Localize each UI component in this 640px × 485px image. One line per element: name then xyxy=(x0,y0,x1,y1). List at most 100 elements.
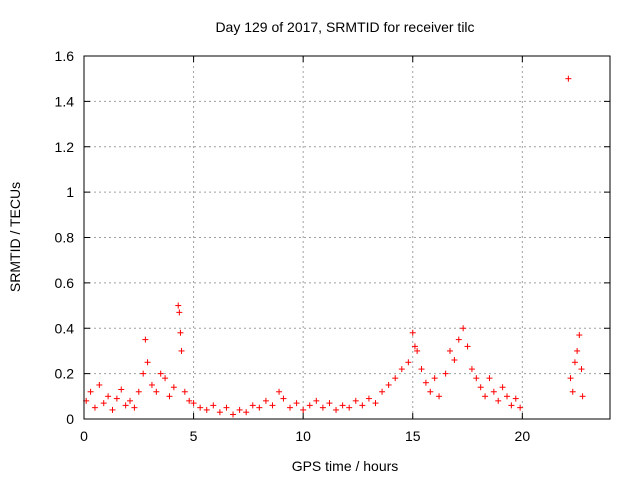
data-point xyxy=(333,406,340,413)
data-point xyxy=(398,366,405,373)
data-point xyxy=(427,388,434,395)
y-tick-label: 1.2 xyxy=(55,139,75,155)
y-tick-label: 0.8 xyxy=(55,230,75,246)
data-point xyxy=(571,359,578,366)
data-point xyxy=(230,411,237,418)
data-point xyxy=(451,357,458,364)
data-point xyxy=(578,366,585,373)
data-point xyxy=(503,393,510,400)
data-point xyxy=(326,400,333,407)
data-point xyxy=(256,404,263,411)
data-point xyxy=(567,375,574,382)
data-point xyxy=(455,336,462,343)
y-tick-label: 0 xyxy=(66,411,74,427)
data-point xyxy=(157,370,164,377)
data-point xyxy=(109,406,116,413)
data-point xyxy=(175,302,182,309)
data-point xyxy=(249,402,256,409)
data-point xyxy=(131,404,138,411)
data-point xyxy=(243,409,250,416)
data-point xyxy=(113,395,120,402)
data-point xyxy=(186,397,193,404)
x-tick-label: 20 xyxy=(515,428,531,444)
data-point xyxy=(87,388,94,395)
x-tick-label: 0 xyxy=(80,428,88,444)
data-point xyxy=(477,384,484,391)
data-point xyxy=(447,347,454,354)
y-tick-label: 0.4 xyxy=(55,320,75,336)
data-points xyxy=(83,75,586,418)
data-point xyxy=(181,388,188,395)
data-point xyxy=(135,388,142,395)
data-point xyxy=(379,388,386,395)
data-point xyxy=(565,75,572,82)
y-tick-label: 1.6 xyxy=(55,48,75,64)
data-point xyxy=(431,375,438,382)
data-point xyxy=(148,381,155,388)
data-point xyxy=(190,400,197,407)
data-point xyxy=(372,400,379,407)
y-tick-label: 1 xyxy=(66,184,74,200)
data-point xyxy=(306,402,313,409)
data-point xyxy=(262,397,269,404)
data-point xyxy=(482,393,489,400)
data-point xyxy=(319,404,326,411)
data-point xyxy=(569,388,576,395)
data-point xyxy=(223,404,230,411)
data-point xyxy=(153,388,160,395)
x-tick-label: 10 xyxy=(295,428,311,444)
data-point xyxy=(508,402,515,409)
data-point xyxy=(210,402,217,409)
data-point xyxy=(512,395,519,402)
data-point xyxy=(236,406,243,413)
data-point xyxy=(339,402,346,409)
data-point xyxy=(346,404,353,411)
data-point xyxy=(96,381,103,388)
data-point xyxy=(100,400,107,407)
data-point xyxy=(105,393,112,400)
x-tick-label: 15 xyxy=(405,428,421,444)
y-tick-label: 0.6 xyxy=(55,275,75,291)
data-point xyxy=(442,370,449,377)
data-point xyxy=(464,343,471,350)
data-point xyxy=(177,329,184,336)
data-point xyxy=(436,393,443,400)
data-point xyxy=(468,366,475,373)
data-point xyxy=(490,388,497,395)
data-point xyxy=(118,386,125,393)
data-point xyxy=(486,375,493,382)
data-point xyxy=(579,393,586,400)
data-point xyxy=(276,388,283,395)
data-point xyxy=(359,402,366,409)
data-point xyxy=(144,359,151,366)
data-point xyxy=(352,397,359,404)
y-tick-label: 0.2 xyxy=(55,366,75,382)
grid-lines xyxy=(84,56,610,419)
data-point xyxy=(166,393,173,400)
data-point xyxy=(405,359,412,366)
data-point xyxy=(409,329,416,336)
data-point xyxy=(576,332,583,339)
data-point xyxy=(365,395,372,402)
data-point xyxy=(287,404,294,411)
data-point xyxy=(300,406,307,413)
data-point xyxy=(162,375,169,382)
y-axis-label: SRMTID / TECUs xyxy=(7,182,23,292)
axis-ticks: 0 5 10 15 20 0 0.2 0.4 0.6 0.8 1 1.2 1.4 1.6 xyxy=(55,48,610,444)
chart-title: Day 129 of 2017, SRMTID for receiver til… xyxy=(215,19,474,35)
data-point xyxy=(197,404,204,411)
data-point xyxy=(499,384,506,391)
data-point xyxy=(460,325,467,332)
data-point xyxy=(411,343,418,350)
data-point xyxy=(495,397,502,404)
data-point xyxy=(280,395,287,402)
x-axis-label: GPS time / hours xyxy=(292,458,399,474)
data-point xyxy=(313,397,320,404)
data-point xyxy=(517,404,524,411)
data-point xyxy=(392,375,399,382)
data-point xyxy=(122,402,129,409)
plot-frame xyxy=(83,55,611,420)
data-point xyxy=(216,409,223,416)
data-point xyxy=(422,379,429,386)
